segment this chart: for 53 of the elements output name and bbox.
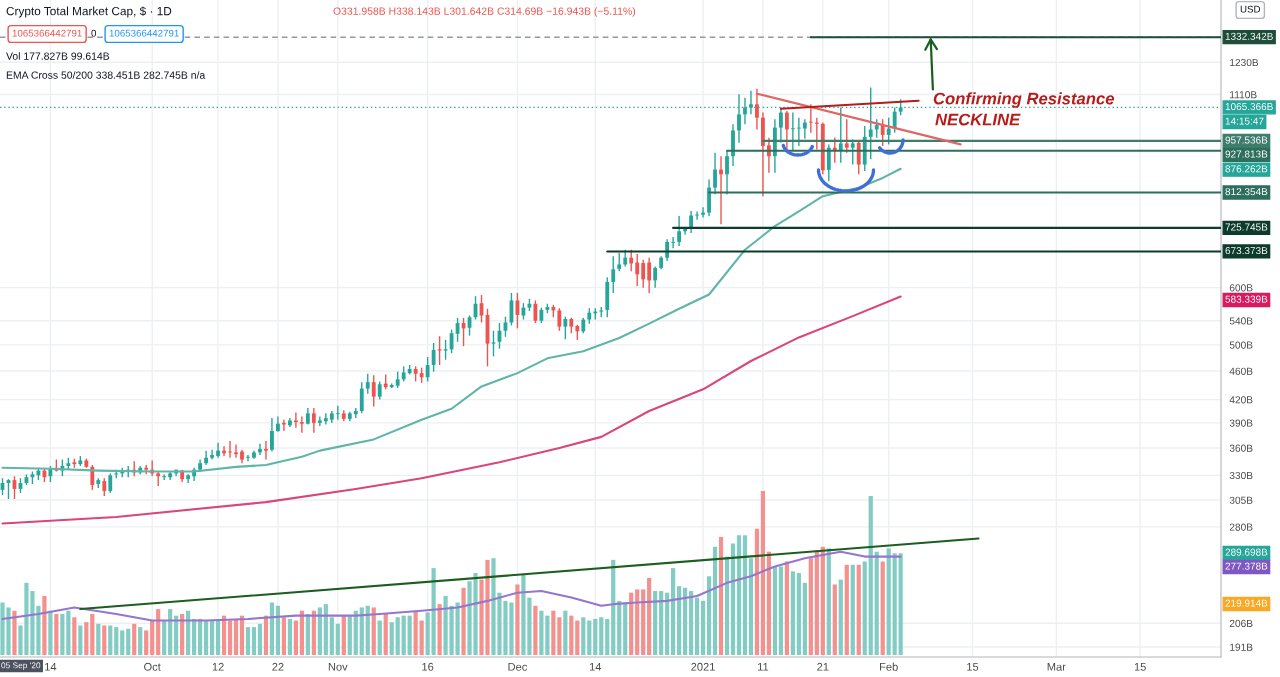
- y-tick-label: 600B: [1229, 284, 1253, 292]
- annotation: Confirming Resistance: [933, 92, 1115, 108]
- text: 583.339B: [1225, 295, 1268, 303]
- x-tick-label: Feb: [880, 662, 898, 671]
- annotation: NECKLINE: [935, 113, 1021, 126]
- text: 05 Sep '20: [1, 662, 41, 670]
- x-tick-label: 14: [589, 662, 602, 671]
- text: 277.378B: [1225, 562, 1268, 570]
- y-tick-label: 460B: [1229, 367, 1253, 375]
- data-label: 812.354B: [1225, 188, 1268, 196]
- x-tick-label: Dec: [508, 662, 528, 671]
- data-label: 1332.342B: [1225, 32, 1273, 40]
- text: 289.698B: [1225, 548, 1268, 556]
- text: 219.914B: [1225, 599, 1268, 607]
- y-tick-label: 280B: [1229, 523, 1253, 531]
- data-label: 957.536B: [1225, 136, 1268, 144]
- x-tick-label: 22: [272, 662, 284, 671]
- y-tick-label: 1110B: [1230, 91, 1257, 99]
- annotation: 0: [91, 29, 97, 37]
- y-tick-label: 1230B: [1230, 58, 1259, 67]
- y-tick-label: 305B: [1229, 496, 1253, 504]
- annotation: 1065366442791: [109, 29, 179, 37]
- ref-line-label: 1065.366B: [1225, 103, 1273, 111]
- data-label: 725.745B: [1225, 223, 1268, 231]
- annotation: 1065366442791: [12, 29, 82, 37]
- x-tick-label: 16: [422, 662, 434, 671]
- x-tick-label: Mar: [1047, 662, 1066, 671]
- x-tick-label: 11: [758, 662, 769, 671]
- x-tick-label: 14: [45, 662, 57, 671]
- text: 876.262B: [1225, 165, 1268, 173]
- x-tick-label: Nov: [328, 662, 348, 671]
- text: USD: [1240, 5, 1261, 13]
- x-tick-label: 15: [967, 662, 979, 671]
- y-tick-label: 540B: [1229, 317, 1253, 325]
- x-tick-label: 2021: [691, 662, 715, 671]
- annotation: EMA Cross 50/200 338.451B 282.745B n/a: [6, 71, 206, 79]
- x-tick-label: 15: [1134, 662, 1146, 671]
- y-tick-label: 330B: [1229, 471, 1253, 480]
- annotation: Vol 177.827B 99.614B: [6, 52, 110, 60]
- y-tick-label: 206B: [1229, 619, 1253, 628]
- y-tick-label: 390B: [1229, 419, 1253, 427]
- x-tick-label: Oct: [144, 662, 161, 671]
- data-label: 927.813B: [1225, 150, 1268, 158]
- text: O331.958B H338.143B L301.642B C314.69B −16.943B (−5.11%): [333, 7, 636, 17]
- y-tick-label: 420B: [1229, 396, 1253, 404]
- x-tick-label: 12: [212, 662, 224, 671]
- y-tick-label: 191B: [1230, 643, 1253, 651]
- x-tick-label: 21: [817, 662, 829, 671]
- text: 14:15:47: [1225, 117, 1264, 125]
- data-label: 673.373B: [1225, 247, 1268, 255]
- y-tick-label: 500B: [1229, 341, 1253, 349]
- y-tick-label: 360B: [1229, 444, 1253, 452]
- text: Crypto Total Market Cap, $ · 1D: [6, 6, 172, 18]
